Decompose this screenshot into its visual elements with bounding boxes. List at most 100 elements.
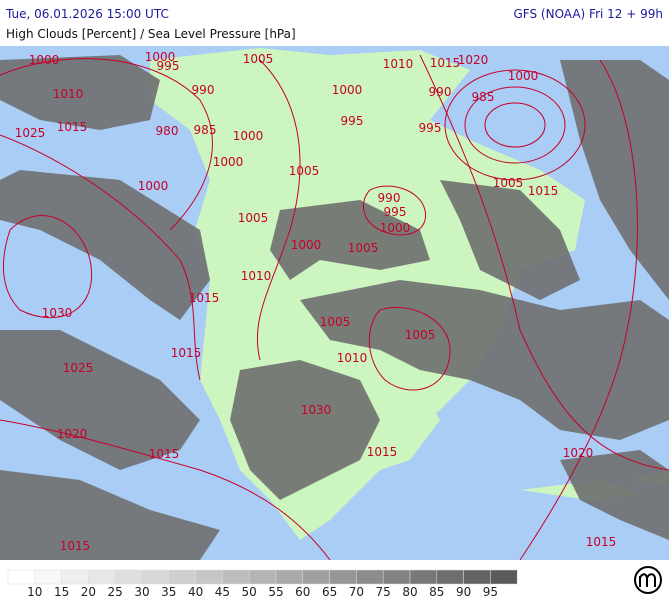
land (350, 380, 440, 470)
colorbar-tick-label: 15 (54, 585, 69, 599)
colorbar-swatch (356, 569, 384, 585)
map-title: High Clouds [Percent] / Sea Level Pressu… (6, 27, 296, 41)
colorbar-swatch (329, 569, 357, 585)
colorbar-tick-label: 40 (188, 585, 203, 599)
isobar (256, 59, 301, 361)
isobar (2, 215, 92, 319)
cloud-area (0, 170, 210, 320)
isobar-label: 1015 (586, 535, 617, 549)
isobar-label: 1020 (563, 446, 594, 460)
isobar-label: 1015 (367, 445, 398, 459)
cloud-area (440, 180, 580, 300)
isobar-label: 1015 (60, 539, 91, 553)
colorbar-swatch (302, 569, 330, 585)
isobar (0, 58, 213, 231)
isobar-label: 980 (156, 124, 179, 138)
isobar-label: 1015 (171, 346, 202, 360)
isobar-label: 1000 (29, 53, 60, 67)
isobar-label: 995 (384, 205, 407, 219)
isobar-label: 995 (157, 59, 180, 73)
header-bg (0, 0, 669, 46)
colorbar-tick-label: 20 (81, 585, 96, 599)
isobar (362, 185, 426, 236)
isobar (368, 306, 451, 391)
cloud-area (270, 200, 430, 280)
isobar-label: 1015 (57, 120, 88, 134)
colorbar-tick-label: 95 (483, 585, 498, 599)
isobar-label: 1020 (57, 427, 88, 441)
cloud-area (0, 470, 220, 560)
isobar-label: 1005 (493, 176, 524, 190)
isobar-label: 1005 (243, 52, 274, 66)
isobar-label: 1000 (332, 83, 363, 97)
map (0, 46, 669, 561)
colorbar-swatch (222, 569, 250, 585)
colorbar-swatch (409, 569, 438, 585)
colorbar-swatch (248, 569, 277, 585)
isobar-label: 1015 (430, 56, 461, 70)
colorbar-swatch (490, 569, 518, 585)
isobar-label: 1000 (213, 155, 244, 169)
isobar-label: 1015 (528, 184, 559, 198)
colorbar-tick-label: 60 (295, 585, 310, 599)
colorbar: 10 15 20 25 30 35 40 45 50 55 60 65 70 75 80 85 90 95 (7, 569, 518, 599)
colorbar-tick-label: 35 (161, 585, 176, 599)
isobar-label: 1020 (458, 53, 489, 67)
isobar-label: 1030 (301, 403, 332, 417)
cloud-area (230, 360, 380, 500)
colorbar-tick-label: 80 (402, 585, 417, 599)
model-run: GFS (NOAA) Fri 12 + 99h (513, 7, 663, 21)
cloud-area (300, 280, 669, 440)
isobar-label: 1000 (380, 221, 411, 235)
colorbar-tick-label: 75 (376, 585, 391, 599)
colorbar-swatch (7, 569, 36, 585)
isobar-label: 1000 (508, 69, 539, 83)
isobar-label: 1000 (145, 50, 176, 64)
colorbar-swatch (141, 569, 170, 585)
logo (634, 566, 662, 594)
isobar-label: 990 (378, 191, 401, 205)
isobar-label: 1005 (405, 328, 436, 342)
colorbar-tick-label: 55 (268, 585, 283, 599)
isobar-label: 1005 (320, 315, 351, 329)
colorbar-tick-label: 85 (429, 585, 444, 599)
cloud-area (0, 55, 160, 130)
colorbar-tick-label: 25 (108, 585, 123, 599)
colorbar-tick-label: 30 (134, 585, 149, 599)
colorbar-swatch (34, 569, 62, 585)
colorbar-tick-label: 90 (456, 585, 471, 599)
isobar-label: 1010 (241, 269, 272, 283)
colorbar-tick-label: 50 (242, 585, 257, 599)
isobar-label: 1025 (15, 126, 46, 140)
colorbar-swatch (275, 569, 304, 585)
isobar-label: 1005 (238, 211, 269, 225)
isobars (0, 54, 669, 561)
colorbar-swatch (168, 569, 196, 585)
colorbar-swatch (61, 569, 89, 585)
isobar (519, 59, 638, 561)
isobar (0, 419, 331, 561)
isobar-label: 1015 (189, 291, 220, 305)
isobar-label: 1030 (42, 306, 73, 320)
isobar (444, 69, 586, 181)
colorbar-swatch (463, 569, 491, 585)
isobar-label: 1005 (289, 164, 320, 178)
isobar (464, 86, 566, 164)
isobar-label: 995 (341, 114, 364, 128)
isobar-label: 1000 (233, 129, 264, 143)
colorbar-swatch (114, 569, 143, 585)
isobar-label: 1010 (53, 87, 84, 101)
colorbar-tick-label: 10 (27, 585, 42, 599)
isobar-label: 990 (192, 83, 215, 97)
datetime: Tue, 06.01.2026 15:00 UTC (5, 7, 169, 21)
isobar-label: 1000 (138, 179, 169, 193)
isobar-label: 1025 (63, 361, 94, 375)
colorbar-swatch (88, 569, 116, 585)
isobar-label: 1010 (337, 351, 368, 365)
isobar-label: 985 (472, 90, 495, 104)
colorbar-tick-label: 65 (322, 585, 337, 599)
cloud-area (560, 450, 669, 540)
isobar-label: 985 (194, 123, 217, 137)
